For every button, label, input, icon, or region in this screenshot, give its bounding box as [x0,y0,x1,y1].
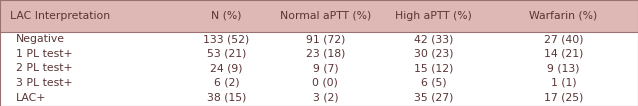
Text: N (%): N (%) [211,11,242,21]
Text: 17 (25): 17 (25) [544,93,583,103]
Text: 42 (33): 42 (33) [414,34,454,44]
Bar [0,32,638,106]
Text: 9 (13): 9 (13) [547,63,579,73]
Text: 53 (21): 53 (21) [207,49,246,59]
Text: 14 (21): 14 (21) [544,49,583,59]
Text: 0 (0): 0 (0) [313,78,338,88]
Text: LAC+: LAC+ [16,93,47,103]
Text: High aPTT (%): High aPTT (%) [396,11,472,21]
Text: 6 (2): 6 (2) [214,78,239,88]
Text: 1 (1): 1 (1) [551,78,576,88]
Text: Normal aPTT (%): Normal aPTT (%) [279,11,371,21]
Bar [0,0,638,32]
Text: 23 (18): 23 (18) [306,49,345,59]
Text: 30 (23): 30 (23) [414,49,454,59]
Text: 2 PL test+: 2 PL test+ [16,63,73,73]
Text: 15 (12): 15 (12) [414,63,454,73]
Text: LAC Interpretation: LAC Interpretation [10,11,110,21]
Text: Warfarin (%): Warfarin (%) [530,11,597,21]
Text: 9 (7): 9 (7) [313,63,338,73]
Text: 91 (72): 91 (72) [306,34,345,44]
Text: 6 (5): 6 (5) [421,78,447,88]
Text: 133 (52): 133 (52) [204,34,249,44]
Text: 27 (40): 27 (40) [544,34,583,44]
Text: 3 PL test+: 3 PL test+ [16,78,73,88]
Text: 38 (15): 38 (15) [207,93,246,103]
Text: Negative: Negative [16,34,65,44]
Text: 24 (9): 24 (9) [211,63,242,73]
Text: 35 (27): 35 (27) [414,93,454,103]
Text: 3 (2): 3 (2) [313,93,338,103]
Text: 1 PL test+: 1 PL test+ [16,49,73,59]
